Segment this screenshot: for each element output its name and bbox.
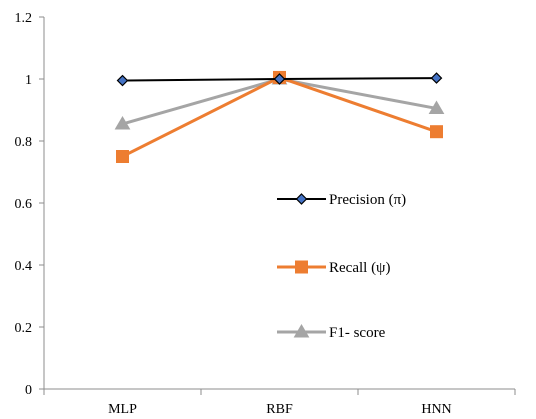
y-tick-label: 0.8 bbox=[15, 135, 33, 150]
y-tick-label: 1 bbox=[25, 73, 32, 88]
legend-marker bbox=[295, 193, 308, 205]
y-tick-label: 0.6 bbox=[15, 197, 33, 212]
series-line bbox=[121, 75, 437, 158]
series-precision bbox=[116, 72, 443, 87]
y-axis-ticks: 0 0.2 0.4 0.6 0.8 1 1.2 bbox=[15, 11, 44, 398]
legend-label: F1- score bbox=[329, 325, 386, 341]
data-point bbox=[428, 100, 445, 114]
legend-label: Precision (π) bbox=[329, 192, 406, 208]
series-line bbox=[122, 77, 437, 126]
y-tick-label: 0 bbox=[25, 383, 32, 398]
data-point bbox=[430, 125, 443, 139]
data-point bbox=[114, 115, 131, 130]
y-tick-label: 1.2 bbox=[15, 11, 33, 26]
y-tick-label: 0.4 bbox=[15, 259, 33, 274]
data-point bbox=[116, 74, 129, 87]
series-recall bbox=[116, 70, 443, 163]
data-point bbox=[116, 150, 129, 163]
legend-entry: Precision (π) bbox=[277, 192, 406, 208]
legend-entry: F1- score bbox=[277, 324, 386, 341]
data-point bbox=[273, 73, 286, 85]
data-point bbox=[430, 72, 443, 84]
series-layer bbox=[114, 70, 445, 163]
legend-label: Recall (ψ) bbox=[329, 260, 390, 276]
y-tick-label: 0.2 bbox=[15, 321, 33, 336]
legend-entry: Recall (ψ) bbox=[277, 260, 390, 276]
x-tick-label: MLP bbox=[108, 402, 137, 417]
x-axis-ticks: MLP RBF HNN bbox=[43, 389, 516, 417]
x-tick-label: RBF bbox=[266, 402, 293, 417]
legend-marker bbox=[295, 260, 308, 274]
legend-marker bbox=[293, 324, 310, 338]
legend: Precision (π) Recall (ψ) F1- score bbox=[277, 192, 406, 341]
x-tick-label: HNN bbox=[421, 402, 451, 417]
